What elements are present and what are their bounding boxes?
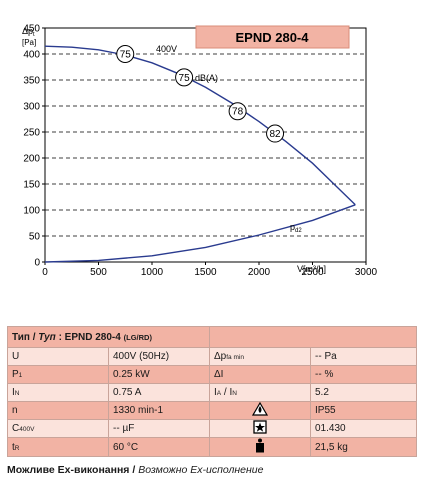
param-value: 60 °C: [108, 437, 210, 457]
fan-curve-chart: 0 50 100 150 200 250 300 350 400 450 0 500 1000 1500 2…: [22, 24, 378, 279]
param-value: 21,5 kg: [310, 437, 417, 457]
y-axis-unit: [Pa]: [22, 38, 36, 47]
plot-frame: [44, 27, 367, 263]
x-tick-label: 500: [90, 267, 107, 278]
series-400v-curve: [44, 45, 356, 206]
param-name: tR: [7, 437, 109, 457]
table-row: P1 0.25 kW ΔI -- %: [7, 365, 417, 384]
noise-marker-label: 78: [232, 107, 244, 118]
noise-marker: 78: [228, 102, 247, 121]
y-tick-label: 450: [23, 24, 40, 35]
param-value: IP55: [310, 401, 417, 420]
dba-label: dB(A): [195, 73, 218, 83]
table-row: IN 0.75 A IA / IN 5.2: [7, 383, 417, 402]
param-value: 0.75 A: [108, 383, 210, 402]
param-name: ΔI: [209, 365, 311, 384]
table-row: tR 60 °C 21,5 kg: [7, 437, 417, 457]
y-tick-label: 200: [23, 154, 40, 165]
y-tick-label: 250: [23, 128, 40, 139]
table-row: n 1330 min-1 IP55: [7, 401, 417, 420]
noise-marker-circle: [228, 102, 247, 121]
noise-marker-circle: [266, 124, 285, 143]
wiring-diagram-icon: [209, 419, 311, 438]
param-name: U: [7, 347, 109, 366]
pd2-curve: [44, 204, 356, 263]
pd2-label: pd2: [290, 222, 302, 234]
y-tick-label: 150: [23, 180, 40, 191]
param-name: Δpfa min: [209, 347, 311, 366]
model-title: Тип / Туп : EPND 280-4 (LG/RD): [7, 326, 210, 348]
noise-marker: 75: [175, 68, 194, 87]
axis-ticks: 0 50 100 150 200 250 300 350 400 450 0 500 1000 1500 2…: [23, 24, 377, 279]
chart-title-box: [195, 25, 350, 49]
ip-protection-icon: [209, 401, 311, 420]
grid-lines: [45, 53, 366, 237]
noise-marker: 75: [116, 45, 135, 63]
noise-marker-circle: [175, 68, 194, 87]
y-tick-label: 350: [23, 76, 40, 87]
noise-marker-label: 75: [120, 50, 132, 61]
weight-icon: [209, 437, 311, 457]
param-value: 5.2: [310, 383, 417, 402]
param-value: 0.25 kW: [108, 365, 210, 384]
noise-markers: 75 75 78 82: [116, 45, 285, 143]
table-row: C400V -- µF 01.430: [7, 419, 417, 438]
x-tick-label: 3000: [355, 267, 378, 278]
param-name: C400V: [7, 419, 109, 438]
noise-marker-label: 82: [269, 129, 281, 140]
param-name: P1: [7, 365, 109, 384]
y-tick-label: 300: [23, 102, 40, 113]
x-tick-label: 1000: [141, 267, 164, 278]
param-value: -- %: [310, 365, 417, 384]
spec-table: Тип / Туп : EPND 280-4 (LG/RD) U 400V (5…: [7, 326, 417, 457]
x-tick-label: 2000: [248, 267, 271, 278]
param-name: n: [7, 401, 109, 420]
param-value: 400V (50Hz): [108, 347, 210, 366]
x-tick-label: 1500: [194, 267, 217, 278]
noise-marker-circle: [116, 45, 135, 63]
table-row: U 400V (50Hz) Δpfa min -- Pa: [7, 347, 417, 366]
y-tick-label: 100: [23, 206, 40, 217]
x-tick-label: 2500: [301, 267, 324, 278]
param-value: 1330 min-1: [108, 401, 210, 420]
y-tick-label: 50: [29, 232, 41, 243]
voltage-label: 400V: [156, 44, 177, 54]
chart-title: EPND 280-4: [236, 30, 310, 45]
noise-marker: 82: [266, 124, 285, 143]
noise-marker-label: 75: [179, 73, 191, 84]
param-name: IA / IN: [209, 383, 311, 402]
y-axis-label: Δpt: [22, 26, 35, 38]
x-axis-label: V[m³/h]: [297, 264, 326, 274]
spec-table-header: Тип / Туп : EPND 280-4 (LG/RD): [7, 326, 417, 348]
param-value: -- µF: [108, 419, 210, 438]
x-tick-label: 0: [42, 267, 48, 278]
ex-version-note: Можливе Ex-виконання / Возможно Ex-испол…: [7, 464, 264, 476]
param-name: IN: [7, 383, 109, 402]
param-value: -- Pa: [310, 347, 417, 366]
y-tick-label: 0: [34, 258, 40, 269]
y-tick-label: 400: [23, 50, 40, 61]
param-value: 01.430: [310, 419, 417, 438]
